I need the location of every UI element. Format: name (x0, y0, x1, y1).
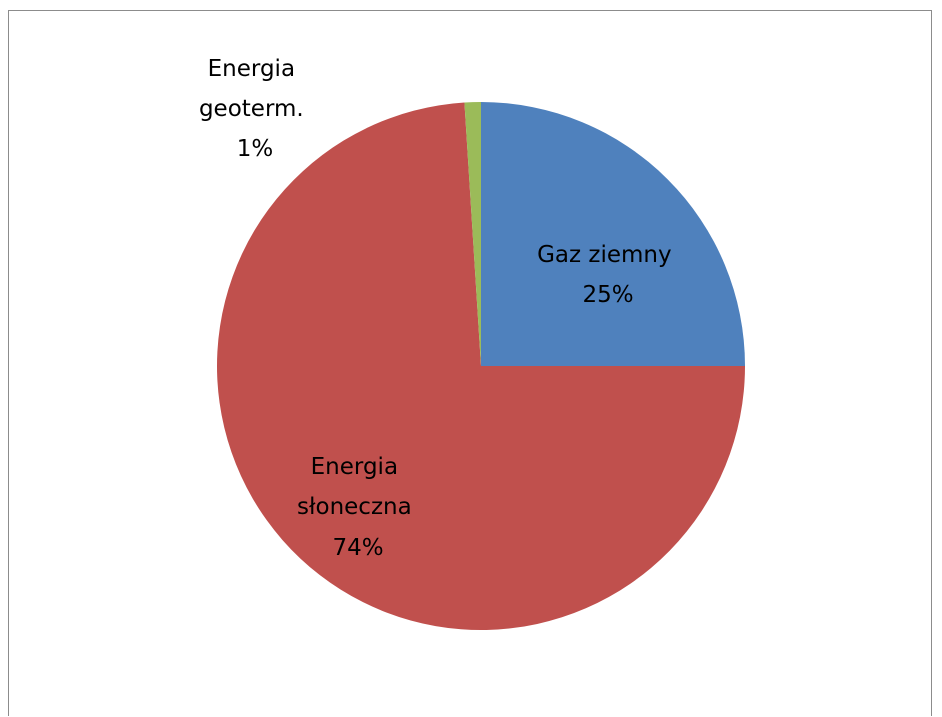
slice-energia-geoterm (464, 102, 481, 366)
label-energia-geoterm-line1: Energia (208, 56, 295, 82)
label-gaz-ziemny: Gaz ziemny 25% (537, 242, 679, 308)
label-gaz-ziemny-value: 25% (582, 282, 633, 308)
label-gaz-ziemny-line1: Gaz ziemny (537, 242, 672, 268)
slice-gaz-ziemny (481, 102, 745, 366)
label-energia-geoterm-line2: geoterm. (199, 96, 304, 122)
slice-energia-sloneczna (217, 102, 746, 630)
label-energia-sloneczna: Energia słoneczna 74% (297, 454, 419, 561)
label-energia-geoterm: Energia geoterm. 1% (199, 56, 311, 162)
label-energia-sloneczna-value: 74% (332, 535, 383, 561)
pie-slices (217, 102, 746, 630)
label-energia-sloneczna-line2: słoneczna (297, 494, 412, 520)
label-energia-geoterm-value: 1% (237, 136, 274, 162)
label-energia-sloneczna-line1: Energia (311, 454, 398, 480)
